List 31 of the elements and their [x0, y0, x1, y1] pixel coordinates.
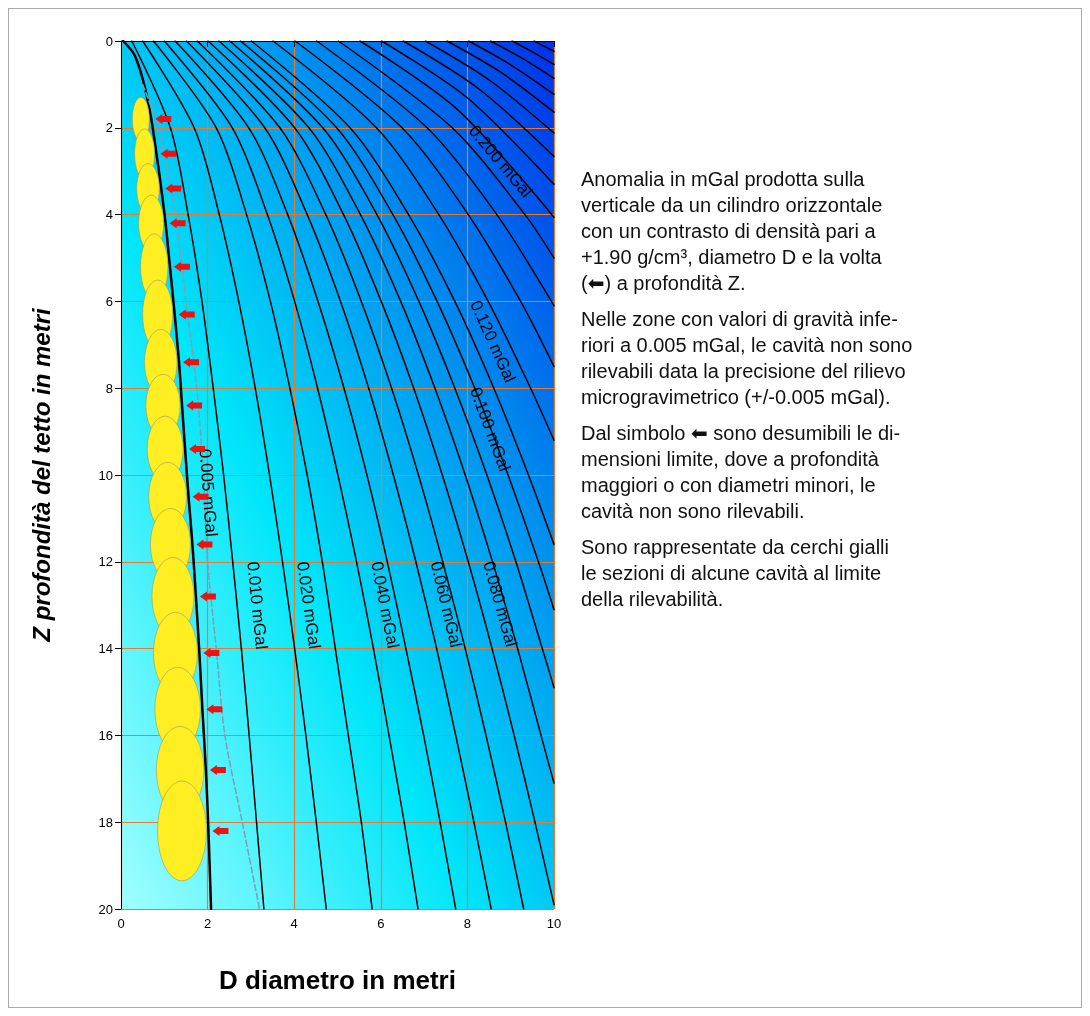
text: 0.060 mGal: [426, 559, 466, 650]
text: 0.080 mGal: [479, 559, 521, 649]
x-axis-title: D diametro in metri: [219, 965, 456, 995]
text: 0.010 mGal: [243, 560, 271, 651]
x-tick-label: 6: [377, 916, 385, 931]
text: Anomalia in mGal prodotta sulla verticale da un cilindro orizzontale con un contrasto di densità pari a +1.90 g/cm³, diametro D e la volta (⬅) a profondità Z.: [581, 167, 884, 296]
text: Sono rappresentate da cerchi gialli le sezioni di alcune cavità al limite della rilevabilità.: [581, 535, 890, 612]
y-tick-label: 10: [98, 467, 113, 483]
text: 0.020 mGal: [293, 560, 325, 651]
text: 0.100 mGal: [465, 384, 515, 474]
y-tick-label: 18: [98, 814, 113, 830]
x-tick-label: 2: [203, 916, 212, 931]
y-tick-label: 6: [105, 293, 113, 309]
x-tick-label: 10: [546, 916, 562, 931]
y-axis-title: Z profondità del tetto in metri: [27, 307, 55, 643]
y-tick-label: 14: [98, 641, 113, 657]
x-tick-label: 4: [290, 916, 298, 931]
text: 0.040 mGal: [367, 559, 403, 650]
x-tick-label: 0: [117, 916, 125, 931]
text: 0.120 mGal: [466, 297, 520, 386]
y-tick-label: 0: [105, 33, 113, 49]
y-tick-label: 8: [105, 380, 113, 396]
text: Nelle zone con valori di gravità infe- riori a 0.005 mGal, le cavità non sono rilevabili data la precisione del rilievo microgravimetrico (+/-0.005 mGal).: [581, 307, 914, 410]
text: 0.005 mGal: [195, 448, 221, 538]
y-tick-label: 4: [105, 207, 113, 223]
x-tick-label: 8: [463, 916, 472, 931]
y-tick-label: 16: [98, 727, 113, 743]
y-tick-label: 12: [98, 554, 113, 570]
y-tick-label: 20: [98, 901, 113, 917]
y-tick-label: 2: [105, 120, 113, 136]
text: Dal simbolo ⬅ sono desumibili le di- mensioni limite, dove a profondità maggiori o con diametri minori, le cavità non sono rilevabili.: [581, 421, 902, 524]
